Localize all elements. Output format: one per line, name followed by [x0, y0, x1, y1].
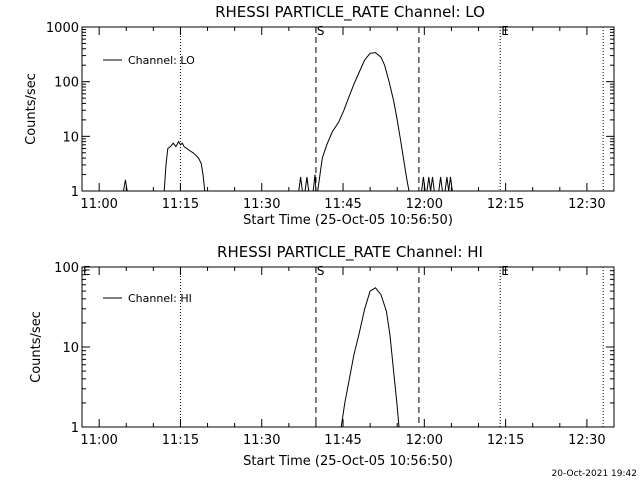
chart-lo-series-segment-11	[444, 176, 450, 192]
chart-lo-series-segment-3	[298, 176, 303, 192]
chart-hi-title: RHESSI PARTICLE_RATE Channel: HI	[217, 243, 483, 262]
chart-lo-series-segment-5	[312, 174, 317, 192]
chart-hi-xtick-label: 11:15	[162, 433, 199, 448]
chart-hi-ytick-label: 10	[62, 341, 79, 356]
chart-lo-series-segment-8	[426, 176, 432, 192]
chart-hi-legend-label: Channel: HI	[128, 292, 192, 305]
chart-lo-xlabel: Start Time (25-Oct-05 10:56:50)	[243, 213, 453, 228]
chart-lo-legend-label: Channel: LO	[128, 54, 195, 67]
chart-hi-series-segment-1	[340, 287, 400, 428]
chart-hi-xtick-label: 11:45	[324, 433, 361, 448]
chart-lo-series-segment-6	[317, 52, 410, 192]
chart-hi-xtick-label: 11:30	[243, 433, 280, 448]
chart-lo-ytick-label: 10	[62, 130, 79, 145]
chart-lo-legend: Channel: LO	[103, 54, 195, 67]
chart-lo-ytick-label: 1000	[46, 21, 79, 36]
chart-lo-plot-area: S E 11:00 11:15 11:30 11:45 12:00 12:15 12:30 1 10…	[46, 21, 615, 212]
chart-lo-series-segment-4	[304, 176, 310, 192]
chart-hi-ytick-label: 1	[71, 421, 79, 436]
chart-hi-xtick-label: 12:00	[406, 433, 443, 448]
chart-lo-xtick-label: 12:15	[487, 197, 524, 212]
chart-hi-xlabel: Start Time (25-Oct-05 10:56:50)	[243, 454, 453, 469]
chart-hi-xtick-label: 12:30	[568, 433, 605, 448]
chart-lo-series-segment-2	[163, 140, 206, 192]
chart-lo-panel: RHESSI PARTICLE_RATE Channel: LO Counts/…	[24, 3, 615, 228]
chart-lo-xtick-label: 12:00	[406, 197, 443, 212]
chart-hi-xtick-label: 11:00	[80, 433, 117, 448]
chart-lo-xtick-label: 11:30	[243, 197, 280, 212]
chart-hi-event-label-3: S	[317, 264, 325, 278]
chart-lo-event-label-4: E	[501, 24, 509, 38]
chart-hi-event-label-5: E	[501, 264, 509, 278]
chart-hi-plot-area: E S E 11:00 11:15 11:30 11:45 12:00 12:15 12:30 1 1…	[54, 261, 615, 448]
chart-lo-frame	[81, 26, 615, 192]
chart-lo-series-segment-7	[421, 176, 426, 192]
chart-lo-event-label-2: S	[317, 24, 325, 38]
chart-lo-xtick-label: 12:30	[568, 197, 605, 212]
chart-lo-series-segment-9	[430, 176, 435, 192]
chart-lo-ytick-label: 1	[71, 185, 79, 200]
generation-timestamp: 20-Oct-2021 19:42	[552, 469, 637, 479]
chart-lo-xtick-label: 11:15	[162, 197, 199, 212]
chart-lo-series-segment-1	[123, 179, 128, 192]
chart-lo-title: RHESSI PARTICLE_RATE Channel: LO	[215, 3, 485, 22]
chart-hi-frame	[81, 266, 615, 428]
chart-hi-ytick-label: 100	[54, 261, 79, 276]
chart-hi-legend: Channel: HI	[103, 292, 192, 305]
chart-hi-panel: RHESSI PARTICLE_RATE Channel: HI Counts/…	[29, 243, 615, 469]
chart-lo-ytick-label: 100	[54, 76, 79, 91]
chart-lo-xtick-label: 11:45	[324, 197, 361, 212]
chart-lo-series-segment-12	[448, 176, 453, 192]
chart-lo-xtick-label: 11:00	[80, 197, 117, 212]
chart-lo-ylabel: Counts/sec	[24, 73, 39, 145]
chart-lo-series-segment-10	[438, 176, 443, 192]
chart-hi-event-label-1: E	[83, 264, 91, 278]
chart-hi-xtick-label: 12:15	[487, 433, 524, 448]
chart-hi-ylabel: Counts/sec	[29, 311, 44, 383]
